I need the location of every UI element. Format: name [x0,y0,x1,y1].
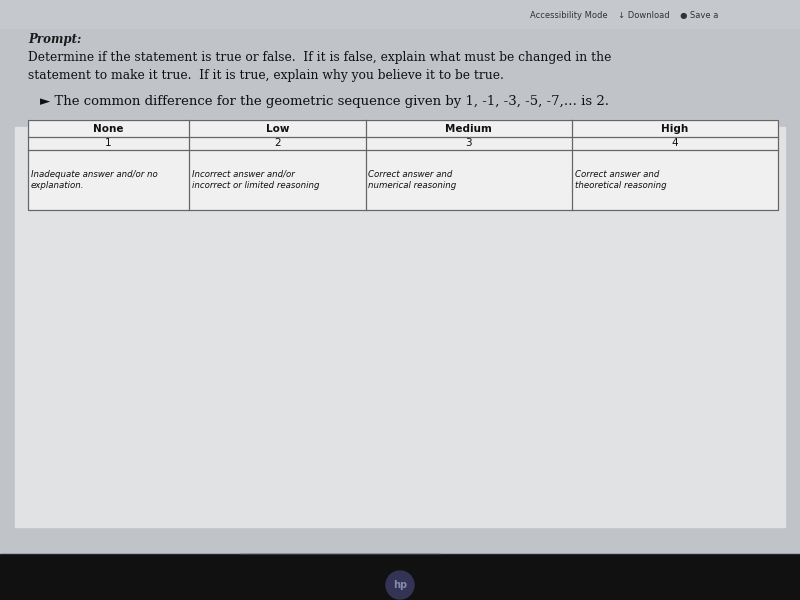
Circle shape [322,569,338,585]
Text: ► The common difference for the geometric sequence given by 1, -1, -3, -5, -7,… : ► The common difference for the geometri… [40,95,609,109]
Bar [28,120,778,210]
Text: Incorrect answer and/or
incorrect or limited reasoning: Incorrect answer and/or incorrect or lim… [192,170,320,190]
Text: Accessibility Mode    ↓ Download    ● Save a: Accessibility Mode ↓ Download ● Save a [530,10,718,19]
Circle shape [347,569,363,585]
Text: 81°F  Rain off and on  ∧  ō  G: 81°F Rain off and on ∧ ō G [670,574,774,580]
Circle shape [214,569,230,585]
Text: Prompt:: Prompt: [28,34,82,46]
Bar [15,127,785,527]
Text: here to search: here to search [8,572,63,581]
Circle shape [270,569,286,585]
Text: hp: hp [393,580,407,590]
Bar [28,120,778,210]
Text: Medium: Medium [445,124,492,133]
Circle shape [190,569,206,585]
Bar [0,554,800,600]
Text: Inadequate answer and/or no
explanation.: Inadequate answer and/or no explanation. [31,170,158,190]
Bar [0,555,800,600]
Circle shape [244,569,260,585]
Text: 4: 4 [671,139,678,148]
Text: High: High [662,124,689,133]
Text: Determine if the statement is true or false.  If it is false, explain what must : Determine if the statement is true or fa… [28,50,611,64]
Text: Correct answer and
theoretical reasoning: Correct answer and theoretical reasoning [574,170,666,190]
Text: 2: 2 [274,139,281,148]
Circle shape [294,569,310,585]
Text: statement to make it true.  If it is true, explain why you believe it to be true: statement to make it true. If it is true… [28,70,504,82]
Text: None: None [94,124,124,133]
Text: 3: 3 [466,139,472,148]
Bar [0,0,800,28]
Circle shape [386,571,414,599]
Bar [240,554,440,600]
Text: 1: 1 [106,139,112,148]
Text: Correct answer and
numerical reasoning: Correct answer and numerical reasoning [369,170,457,190]
Text: Low: Low [266,124,289,133]
